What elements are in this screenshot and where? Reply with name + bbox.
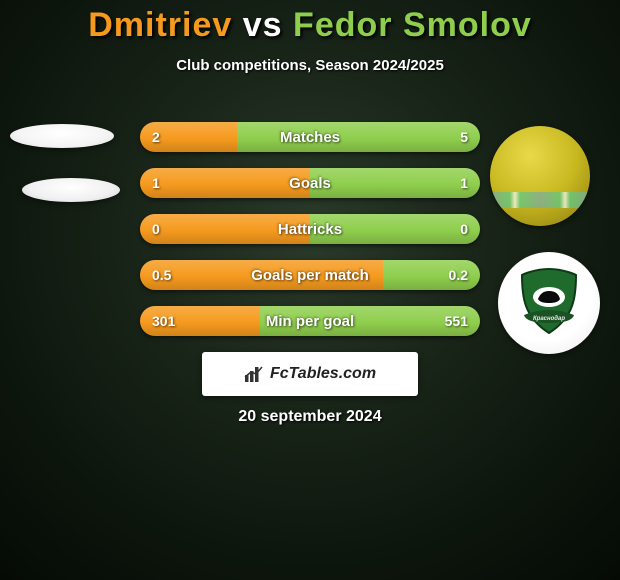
bar-left-fill	[140, 214, 310, 244]
fctables-badge[interactable]: FcTables.com	[202, 352, 418, 396]
krasnodar-crest-icon: Краснодар	[516, 267, 582, 339]
player-left-avatar-1	[10, 124, 114, 148]
bar-right-fill	[310, 214, 480, 244]
player-right-avatar	[490, 126, 590, 226]
bar-right-fill	[237, 122, 480, 152]
stat-row-goals-per-match: 0.50.2Goals per match	[140, 260, 480, 290]
bar-right-fill	[383, 260, 480, 290]
date-text: 20 september 2024	[0, 408, 620, 426]
page-title: Dmitriev vs Fedor Smolov	[0, 0, 620, 45]
bar-left-fill	[140, 260, 383, 290]
subtitle: Club competitions, Season 2024/2025	[0, 57, 620, 74]
comparison-bars: 25Matches 11Goals 00Hattricks 0.50.2Goals p…	[140, 122, 480, 352]
bar-right-fill	[310, 168, 480, 198]
bar-right-fill	[260, 306, 480, 336]
stat-row-min-per-goal: 301551Min per goal	[140, 306, 480, 336]
bar-left-fill	[140, 168, 310, 198]
title-left-name: Dmitriev	[88, 6, 232, 44]
stat-row-matches: 25Matches	[140, 122, 480, 152]
title-right-name: Fedor Smolov	[293, 6, 532, 44]
bar-chart-icon	[244, 365, 264, 383]
bar-left-fill	[140, 306, 260, 336]
bar-left-fill	[140, 122, 237, 152]
stat-row-goals: 11Goals	[140, 168, 480, 198]
badge-text: FcTables.com	[270, 365, 376, 383]
svg-text:Краснодар: Краснодар	[533, 316, 565, 322]
player-left-avatar-2	[22, 178, 120, 202]
stat-row-hattricks: 00Hattricks	[140, 214, 480, 244]
club-right-crest: Краснодар	[498, 252, 600, 354]
title-vs: vs	[243, 6, 283, 44]
